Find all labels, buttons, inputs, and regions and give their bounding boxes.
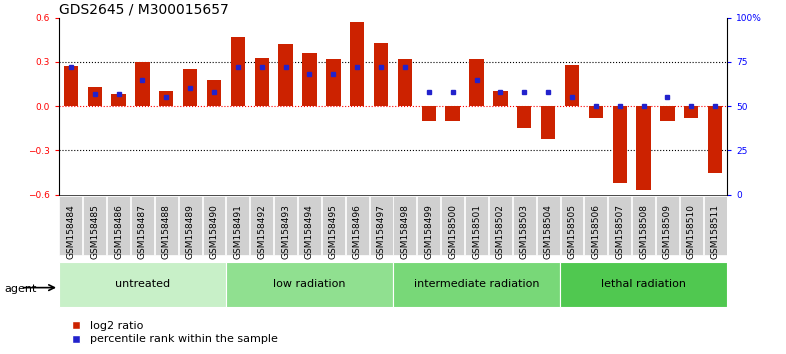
Text: GSM158510: GSM158510 [687,204,696,259]
Bar [87,87,102,106]
Bar [494,91,508,106]
FancyBboxPatch shape [393,262,560,307]
FancyBboxPatch shape [346,196,369,256]
Text: GSM158501: GSM158501 [472,204,481,259]
Text: GSM158487: GSM158487 [138,204,147,259]
Bar [159,91,174,106]
Text: GSM158495: GSM158495 [329,204,338,259]
Text: GSM158491: GSM158491 [233,204,242,259]
Text: GSM158502: GSM158502 [496,204,505,259]
FancyBboxPatch shape [131,196,154,256]
Text: GSM158489: GSM158489 [185,204,195,259]
Text: GSM158484: GSM158484 [66,204,75,259]
FancyBboxPatch shape [155,196,178,256]
Text: GSM158497: GSM158497 [376,204,386,259]
Legend: log2 ratio, percentile rank within the sample: log2 ratio, percentile rank within the s… [64,321,278,344]
Text: GSM158503: GSM158503 [520,204,529,259]
FancyBboxPatch shape [465,196,488,256]
FancyBboxPatch shape [59,262,226,307]
FancyBboxPatch shape [60,196,83,256]
Text: GSM158505: GSM158505 [567,204,576,259]
Text: GSM158485: GSM158485 [90,204,99,259]
Bar [64,67,78,106]
Bar [231,37,245,106]
Text: agent: agent [4,284,36,293]
Text: GSM158499: GSM158499 [424,204,433,259]
FancyBboxPatch shape [560,262,727,307]
Bar [421,106,436,121]
Text: GSM158490: GSM158490 [210,204,219,259]
FancyBboxPatch shape [274,196,297,256]
FancyBboxPatch shape [226,196,249,256]
Bar [589,106,603,118]
FancyBboxPatch shape [107,196,130,256]
FancyBboxPatch shape [250,196,274,256]
Bar [565,65,579,106]
Bar [207,80,221,106]
FancyBboxPatch shape [83,196,106,256]
Text: GSM158494: GSM158494 [305,204,314,259]
FancyBboxPatch shape [489,196,512,256]
Text: low radiation: low radiation [274,279,346,289]
FancyBboxPatch shape [680,196,703,256]
FancyBboxPatch shape [417,196,440,256]
Bar [612,106,627,183]
Bar [446,106,460,121]
Text: GSM158498: GSM158498 [400,204,410,259]
Text: GSM158509: GSM158509 [663,204,672,259]
FancyBboxPatch shape [608,196,631,256]
Bar [374,43,388,106]
Bar [541,106,555,139]
FancyBboxPatch shape [584,196,608,256]
Bar [135,62,149,106]
Bar [278,44,292,106]
Bar [255,57,269,106]
FancyBboxPatch shape [226,262,393,307]
Text: GSM158492: GSM158492 [257,204,266,259]
FancyBboxPatch shape [203,196,226,256]
Bar [303,53,317,106]
Bar [469,59,483,106]
Text: GSM158496: GSM158496 [353,204,362,259]
Text: GDS2645 / M300015657: GDS2645 / M300015657 [59,2,229,17]
Bar [112,95,126,106]
Bar [660,106,674,121]
Bar [708,106,722,172]
Bar [183,69,197,106]
FancyBboxPatch shape [560,196,583,256]
Text: GSM158511: GSM158511 [711,204,720,259]
FancyBboxPatch shape [369,196,392,256]
FancyBboxPatch shape [537,196,560,256]
Bar [637,106,651,190]
Text: intermediate radiation: intermediate radiation [413,279,539,289]
Text: untreated: untreated [115,279,170,289]
FancyBboxPatch shape [298,196,321,256]
FancyBboxPatch shape [441,196,464,256]
Text: GSM158506: GSM158506 [591,204,601,259]
Text: lethal radiation: lethal radiation [601,279,686,289]
FancyBboxPatch shape [178,196,202,256]
Text: GSM158504: GSM158504 [544,204,553,259]
FancyBboxPatch shape [322,196,345,256]
Bar [398,59,412,106]
Text: GSM158488: GSM158488 [162,204,171,259]
Bar [517,106,531,128]
Bar [684,106,699,118]
FancyBboxPatch shape [512,196,536,256]
FancyBboxPatch shape [394,196,417,256]
FancyBboxPatch shape [632,196,655,256]
Text: GSM158507: GSM158507 [615,204,624,259]
FancyBboxPatch shape [656,196,679,256]
Bar [326,59,340,106]
Text: GSM158486: GSM158486 [114,204,123,259]
FancyBboxPatch shape [703,196,726,256]
Text: GSM158500: GSM158500 [448,204,457,259]
Bar [350,22,365,106]
Text: GSM158508: GSM158508 [639,204,648,259]
Text: GSM158493: GSM158493 [281,204,290,259]
